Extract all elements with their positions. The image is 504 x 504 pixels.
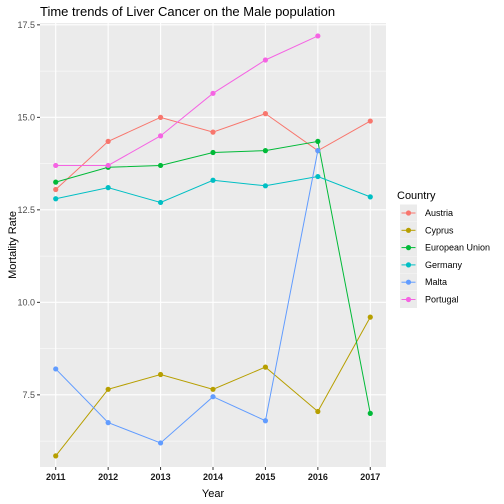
x-axis-title: Year [202,488,225,500]
legend-label-germany: Germany [425,260,463,270]
data-point-malta [157,440,164,446]
data-point-cyprus [53,453,59,459]
chart-title: Time trends of Liver Cancer on the Male … [40,4,335,19]
data-point-germany [367,194,373,200]
data-point-germany [105,185,111,191]
x-tick-label: 2015 [255,472,275,482]
y-axis-title: Mortality Rate [7,211,19,279]
data-point-germany [210,177,216,183]
data-point-european-union [315,138,321,144]
data-point-portugal [315,33,321,39]
major-gridlines [40,23,386,467]
data-point-european-union [53,179,59,185]
data-point-austria [105,138,111,144]
y-tick-label: 10.0 [17,297,35,307]
legend-key-cyprus [400,221,417,239]
data-point-portugal [157,133,164,139]
legend-key-germany [400,256,417,274]
data-point-cyprus [262,364,269,370]
y-tick-label: 12.5 [17,205,35,215]
y-tick-label: 15.0 [17,112,35,122]
x-tick-label: 2016 [308,472,328,482]
data-point-germany [157,199,164,206]
x-tick-label: 2017 [360,472,380,482]
data-point-european-union [210,149,216,156]
legend-label-european-union: European Union [425,243,490,253]
data-point-portugal [105,162,111,169]
data-point-portugal [53,162,59,169]
legend-label-portugal: Portugal [425,295,459,305]
data-point-germany [315,173,321,180]
series-layer [53,33,373,459]
data-point-malta [210,394,216,400]
series-line-portugal [55,35,319,166]
data-point-austria [367,118,373,124]
data-point-european-union [157,162,164,169]
legend-key-european-union [400,239,417,257]
legend-key-austria [400,204,417,222]
data-point-austria [157,114,164,120]
series-line-malta [55,150,319,444]
data-point-cyprus [105,386,111,392]
data-point-germany [262,183,269,189]
data-point-portugal [210,90,216,96]
data-point-austria [210,129,216,135]
data-point-malta [53,366,59,372]
data-point-cyprus [367,314,373,320]
data-point-cyprus [210,386,216,392]
data-point-malta [315,148,321,154]
data-point-european-union [262,148,269,154]
y-tick-label: 7.5 [22,390,35,400]
data-point-germany [53,196,59,202]
data-point-malta [105,420,111,426]
x-axis: 2011 2012 2013 2014 2015 2016 2017 [46,467,380,482]
legend-label-malta: Malta [425,277,447,287]
legend-label-cyprus: Cyprus [425,225,454,235]
x-tick-label: 2013 [151,472,171,482]
data-point-cyprus [157,371,164,378]
x-tick-label: 2011 [46,472,66,482]
data-point-austria [262,111,269,117]
legend-key-malta [400,273,417,291]
legend-title: Country [397,190,436,202]
legend-key-portugal [400,291,417,308]
legend: Country Austria Cyprus European Union Germa… [397,190,490,308]
data-point-european-union [367,410,373,416]
x-tick-label: 2014 [203,472,223,482]
x-tick-label: 2012 [98,472,118,482]
y-tick-label: 17.5 [17,20,35,30]
legend-label-austria: Austria [425,208,453,218]
y-axis: 7.5 10.0 12.5 15.0 17.5 [17,20,40,400]
data-point-cyprus [315,408,321,415]
data-point-malta [262,418,269,424]
data-point-portugal [262,57,269,63]
data-point-austria [53,186,59,193]
